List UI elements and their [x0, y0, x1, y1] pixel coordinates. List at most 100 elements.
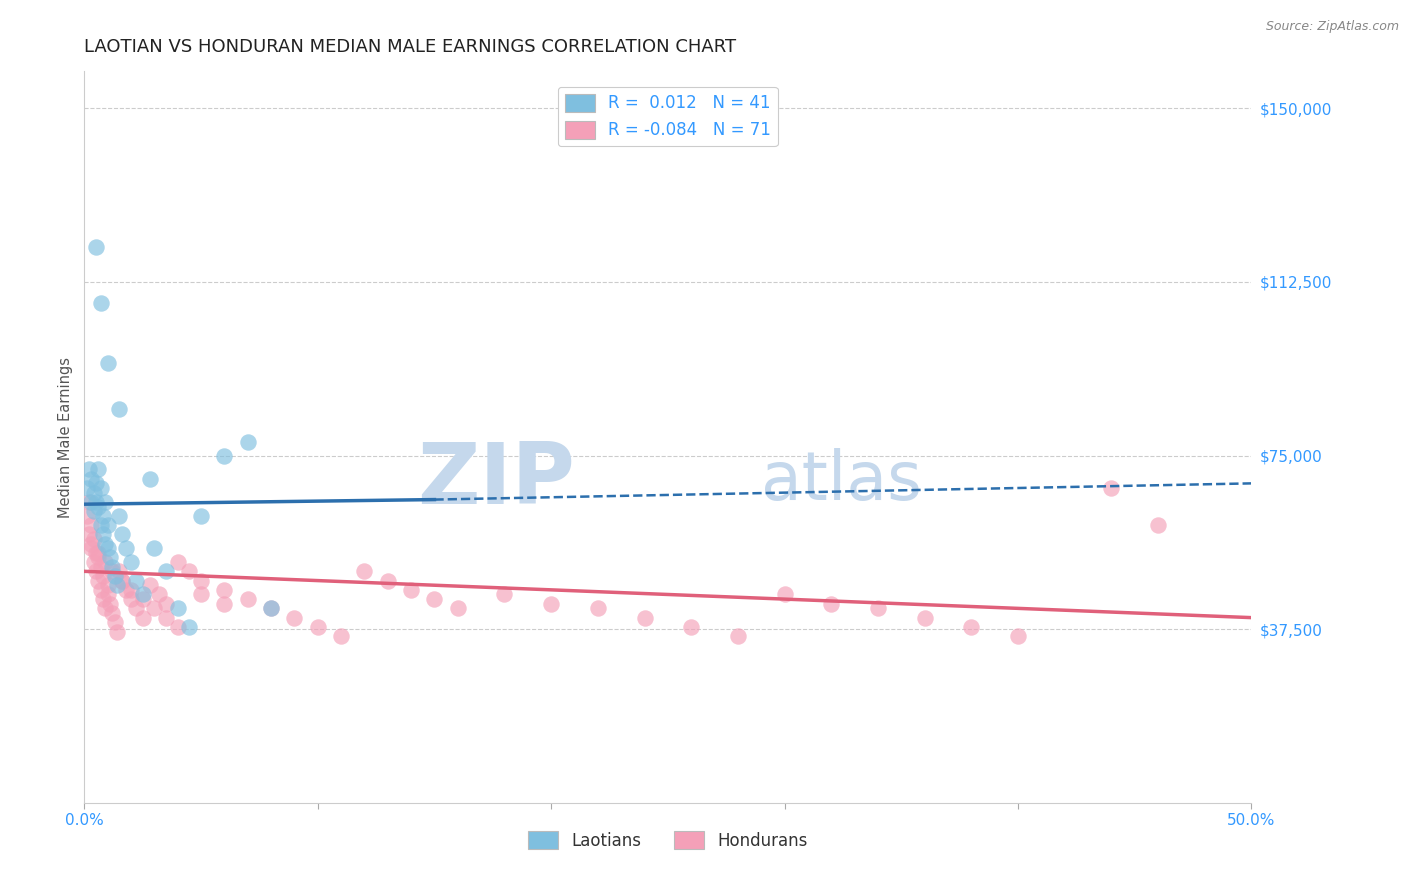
Point [307, 620, 329, 634]
Point [97, 541, 120, 556]
Point [283, 610, 305, 624]
Text: atlas: atlas [761, 448, 922, 514]
Point [914, 610, 936, 624]
Point [90, 295, 112, 310]
Point [77, 462, 100, 476]
Point [94, 555, 117, 569]
Point [148, 587, 170, 601]
Point [115, 541, 138, 556]
Point [84, 546, 107, 560]
Point [132, 592, 155, 607]
Point [179, 620, 201, 634]
Point [90, 518, 112, 533]
Point [91, 527, 114, 541]
Point [94, 536, 117, 550]
Point [80, 518, 103, 533]
Point [108, 508, 131, 523]
Point [214, 597, 236, 611]
Point [353, 565, 375, 579]
Legend: Laotians, Hondurans: Laotians, Hondurans [522, 824, 814, 856]
Point [91, 592, 114, 607]
Point [190, 508, 212, 523]
Point [120, 592, 142, 607]
Point [166, 601, 188, 615]
Point [727, 629, 749, 643]
Point [97, 587, 120, 601]
Point [87, 462, 110, 476]
Point [104, 615, 127, 630]
Point [87, 550, 110, 565]
Point [377, 574, 399, 588]
Point [120, 555, 142, 569]
Point [90, 559, 112, 574]
Point [90, 582, 112, 597]
Point [84, 476, 107, 491]
Point [236, 434, 259, 449]
Point [120, 582, 142, 597]
Point [91, 508, 114, 523]
Point [138, 472, 160, 486]
Point [1147, 518, 1170, 533]
Point [83, 485, 105, 500]
Point [214, 449, 236, 463]
Point [423, 592, 446, 607]
Point [143, 541, 166, 556]
Point [83, 504, 105, 518]
Point [125, 574, 148, 588]
Point [138, 578, 160, 592]
Point [76, 481, 98, 495]
Point [540, 597, 562, 611]
Point [94, 495, 117, 509]
Point [108, 565, 131, 579]
Point [633, 610, 655, 624]
Point [80, 541, 103, 556]
Y-axis label: Median Male Earnings: Median Male Earnings [58, 357, 73, 517]
Point [190, 587, 212, 601]
Point [260, 601, 283, 615]
Point [166, 555, 188, 569]
Point [820, 597, 842, 611]
Text: ZIP: ZIP [416, 440, 575, 523]
Point [214, 582, 236, 597]
Point [155, 610, 177, 624]
Point [155, 597, 177, 611]
Point [166, 620, 188, 634]
Point [155, 565, 177, 579]
Point [115, 582, 138, 597]
Point [94, 601, 117, 615]
Point [111, 574, 134, 588]
Point [98, 597, 121, 611]
Point [80, 536, 103, 550]
Point [105, 578, 128, 592]
Point [866, 601, 889, 615]
Point [91, 569, 114, 583]
Point [399, 582, 422, 597]
Point [494, 587, 516, 601]
Point [90, 481, 112, 495]
Point [101, 565, 124, 579]
Point [960, 620, 983, 634]
Point [101, 559, 124, 574]
Point [87, 500, 110, 514]
Point [83, 555, 105, 569]
Point [84, 565, 107, 579]
Point [447, 601, 470, 615]
Point [77, 527, 100, 541]
Point [236, 592, 259, 607]
Point [108, 402, 131, 417]
Point [83, 532, 105, 546]
Point [97, 356, 120, 370]
Point [80, 472, 103, 486]
Point [330, 629, 353, 643]
Point [84, 495, 107, 509]
Text: LAOTIAN VS HONDURAN MEDIAN MALE EARNINGS CORRELATION CHART: LAOTIAN VS HONDURAN MEDIAN MALE EARNINGS… [84, 38, 737, 56]
Point [260, 601, 283, 615]
Point [76, 508, 98, 523]
Point [87, 546, 110, 560]
Point [98, 550, 121, 565]
Point [179, 565, 201, 579]
Point [104, 569, 127, 583]
Point [586, 601, 609, 615]
Point [84, 240, 107, 254]
Point [125, 601, 148, 615]
